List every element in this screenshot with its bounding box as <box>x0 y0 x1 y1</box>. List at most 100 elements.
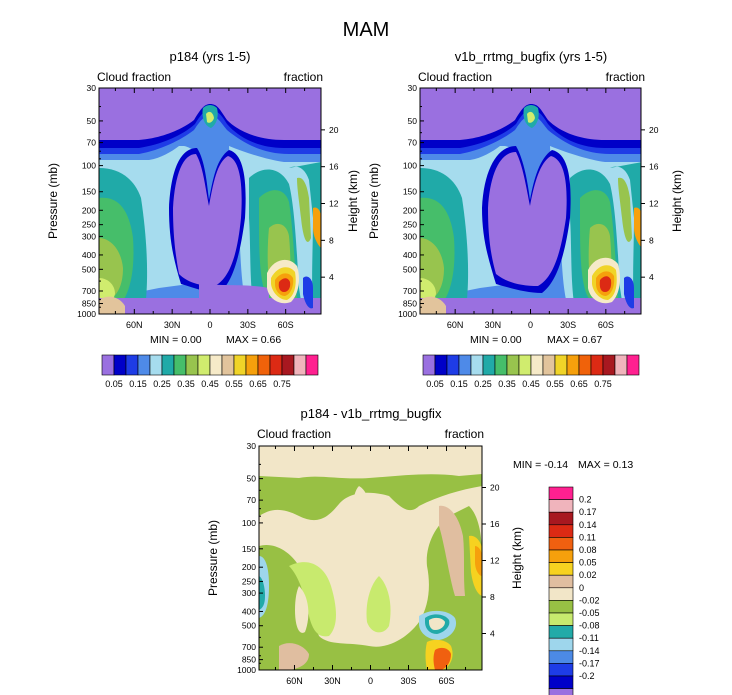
x-axis: 60N 30N 0 30S 60S <box>435 88 626 330</box>
y-tick-label: 250 <box>403 220 417 230</box>
colorbar-swatch <box>281 354 295 376</box>
colorbar-label: 0.15 <box>129 379 147 389</box>
y-tick-label: 150 <box>242 544 256 554</box>
y-tick-label: 50 <box>247 474 257 484</box>
x-tick-label: 60S <box>598 320 614 330</box>
colorbar-swatch <box>548 574 574 589</box>
y-tick-label: 500 <box>242 621 256 631</box>
colorbar-swatch <box>548 511 574 526</box>
y-tick-label: 100 <box>242 518 256 528</box>
y-right-tick-label: 12 <box>649 199 659 209</box>
panel-v1b: v1b_rrtmg_bugfix (yrs 1-5) Cloud fractio… <box>367 49 684 389</box>
colorbar-label: -0.14 <box>579 646 600 656</box>
y-tick-label: 400 <box>242 606 256 616</box>
y-tick-label: 300 <box>403 231 417 241</box>
colorbar-label: -0.17 <box>579 658 600 668</box>
colorbar-swatch <box>209 354 223 376</box>
colorbar: 0.2 0.17 0.14 0.11 0.08 0.05 0.02 0 -0.02 -0.05 -0… <box>548 486 600 695</box>
max-label: MAX = 0.66 <box>226 334 281 346</box>
figure-title: MAM <box>343 19 390 41</box>
colorbar-label: 0.65 <box>249 379 267 389</box>
x-tick-label: 30N <box>485 320 502 330</box>
panel-title: p184 - v1b_rrtmg_bugfix <box>301 406 442 421</box>
colorbar-label: 0.45 <box>522 379 540 389</box>
contour-field <box>99 88 321 314</box>
colorbar-swatch <box>548 663 574 677</box>
colorbar-swatch <box>293 354 307 376</box>
y-tick-label: 50 <box>87 116 97 126</box>
y-tick-label: 250 <box>82 220 96 230</box>
colorbar-label: 0.15 <box>450 379 468 389</box>
colorbar-swatch <box>269 354 283 376</box>
colorbar-swatch <box>173 354 187 376</box>
panel-title: v1b_rrtmg_bugfix (yrs 1-5) <box>455 49 607 64</box>
left-string: Cloud fraction <box>418 70 492 84</box>
colorbar-label: 0.02 <box>579 570 597 580</box>
colorbar-label: 0.35 <box>498 379 516 389</box>
y-axis-label: Pressure (mb) <box>206 520 220 596</box>
y-tick-label: 1000 <box>398 309 417 319</box>
colorbar-swatch <box>578 354 592 376</box>
colorbar-swatch <box>197 354 211 376</box>
colorbar-swatch <box>125 354 139 376</box>
colorbar-label: 0.55 <box>546 379 564 389</box>
y-tick-label: 150 <box>403 187 417 197</box>
y-tick-label: 70 <box>247 495 257 505</box>
x-tick-label: 60N <box>126 320 143 330</box>
y-axis-right: 20 16 12 8 4 <box>482 482 500 638</box>
y-tick-label: 300 <box>82 231 96 241</box>
colorbar-swatch <box>626 354 640 376</box>
y-tick-label: 500 <box>82 264 96 274</box>
y-tick-label: 850 <box>242 655 256 665</box>
y-axis-right: 20 16 12 8 4 <box>641 125 659 282</box>
left-string: Cloud fraction <box>257 427 331 441</box>
colorbar-swatch <box>548 499 574 513</box>
colorbar-label: -0.02 <box>579 595 600 605</box>
y-tick-label: 70 <box>87 138 97 148</box>
colorbar-label: 0.45 <box>201 379 219 389</box>
colorbar-swatch <box>506 354 520 376</box>
colorbar-label: 0.17 <box>579 507 597 517</box>
colorbar-label: 0.08 <box>579 545 597 555</box>
x-tick-label: 30S <box>240 320 256 330</box>
y-tick-label: 300 <box>242 588 256 598</box>
colorbar-swatch <box>614 354 628 376</box>
colorbar-label: 0.05 <box>579 558 597 568</box>
y-tick-label: 850 <box>403 299 417 309</box>
y-right-tick-label: 8 <box>490 592 495 602</box>
colorbar-label: 0.25 <box>474 379 492 389</box>
colorbar-swatch <box>518 354 532 376</box>
y-tick-label: 700 <box>82 286 96 296</box>
right-string: fraction <box>445 427 484 441</box>
colorbar: 0.05 0.15 0.25 0.35 0.45 0.55 0.65 0.75 <box>101 354 319 389</box>
panel-title: p184 (yrs 1-5) <box>170 49 251 64</box>
y-tick-label: 700 <box>403 286 417 296</box>
panel-difference: p184 - v1b_rrtmg_bugfix Cloud fraction f… <box>206 406 633 695</box>
colorbar-label: 0.35 <box>177 379 195 389</box>
colorbar-swatch <box>554 354 568 376</box>
colorbar-label: 0.55 <box>225 379 243 389</box>
y-tick-label: 500 <box>403 264 417 274</box>
colorbar-swatch <box>548 486 574 500</box>
x-tick-label: 60N <box>286 676 303 686</box>
y-tick-label: 150 <box>82 187 96 197</box>
y-tick-label: 250 <box>242 576 256 586</box>
colorbar-swatch <box>548 688 574 695</box>
colorbar-label: 0.11 <box>579 532 596 542</box>
x-axis: 60N 30N 0 30S 60S <box>274 446 467 686</box>
colorbar-swatch <box>548 650 574 664</box>
x-tick-label: 30S <box>560 320 576 330</box>
contour-field <box>420 88 641 314</box>
y-right-tick-label: 12 <box>329 199 339 209</box>
colorbar-swatch <box>233 354 247 376</box>
y-tick-label: 400 <box>403 250 417 260</box>
y-tick-label: 1000 <box>77 309 96 319</box>
colorbar-swatch <box>548 537 574 551</box>
colorbar-label: 0.2 <box>579 495 592 505</box>
colorbar-label: -0.11 <box>579 633 599 643</box>
panel-p184: p184 (yrs 1-5) Cloud fraction fraction 3… <box>46 49 360 389</box>
